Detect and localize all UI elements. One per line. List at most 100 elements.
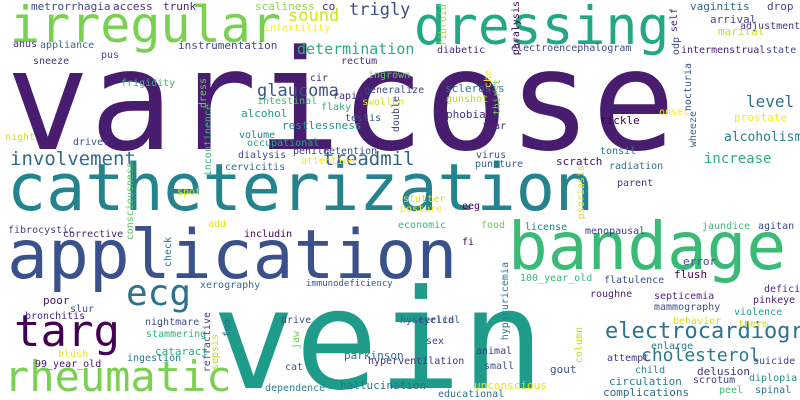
cloud-word: ingestion [127,353,182,364]
cloud-word: dialysis [238,150,287,161]
cloud-word: license [525,222,568,233]
cloud-word: co [322,0,336,13]
cloud-word: hyperventilation [368,356,465,367]
cloud-word: agitan [758,221,795,232]
cloud-word: night [5,132,36,143]
cloud-word: occupational [247,138,320,149]
cloud-word: virus [476,150,507,161]
cloud-word: tonsil [600,146,637,157]
cloud-word: immunodeficiency [306,279,393,289]
cloud-word: marital [718,25,765,38]
cloud-word: posture [400,204,443,215]
cloud-word: animal [476,346,513,357]
cloud-word: therm [738,319,769,330]
cloud-word: poor [43,294,70,307]
cloud-word: ecg [126,273,192,314]
cloud-word: restlessness [282,119,362,132]
cloud-word: xerography [200,280,261,291]
cloud-word: pus [101,50,120,61]
cloud-word: violence [734,307,783,318]
cloud-word: volume [239,130,276,141]
cloud-word: peel [719,385,744,396]
cloud-word: hysterical [400,315,461,326]
cloud-word: jaundice [702,221,751,232]
cloud-word: spot [177,187,202,198]
cloud-word: phobia [446,108,486,121]
cloud-word: catheterization [7,151,594,226]
cloud-word: septicemia [654,291,715,302]
cloud-word: pinkeye [753,295,796,306]
cloud-word: state [766,45,797,56]
cloud-word: cervicitis [225,162,286,173]
cloud-word: column [574,327,585,364]
cloud-word: complications [603,386,690,399]
cloud-word: appliance [40,40,95,51]
cloud-word: driver [73,137,110,148]
cloud-word: stutter [403,194,446,205]
cloud-word: blush [58,349,89,360]
cloud-word: drive [281,315,312,326]
cloud-word: irregular [10,0,281,54]
cloud-word: fi [462,237,475,248]
cloud-word: small [484,361,515,372]
cloud-word: electroencephalogram [511,43,632,54]
cloud-word: targ [14,306,120,357]
cloud-word: increase [704,151,772,167]
cloud-word: metrorrhagia [31,0,111,13]
cloud-word: cir [310,73,329,84]
cloud-word: economic [398,220,447,231]
cloud-word: generalize [364,85,425,96]
cloud-word: flaky [321,102,352,113]
cloud-word: trigly [349,0,411,20]
cloud-word: anus [13,39,38,50]
cloud-word: application [7,216,458,295]
cloud-word: alcohol [241,107,288,120]
cloud-word: prostate [734,111,787,124]
cloud-word: scaliness [255,0,315,13]
cloud-word: self [669,8,680,33]
cloud-word: adjustment [740,21,800,32]
cloud-word: error [683,255,717,268]
cloud-word: intestinal [257,96,318,107]
cloud-word: vein [212,260,545,400]
cloud-word: behavior [673,316,722,327]
cloud-word: wheeze [688,111,699,148]
cloud-word: penile [293,146,330,157]
cloud-word: determination [297,40,415,58]
cloud-word: thirst [492,79,503,116]
cloud-word: foo [222,319,233,338]
cloud-word: sex [426,336,445,347]
cloud-word: varicose [6,20,676,182]
cloud-word: gout [550,363,577,376]
cloud-word: enlarge [651,341,694,352]
cloud-word: onset [659,107,690,118]
cloud-word: dressing [414,0,670,57]
cloud-word: vaginitis [690,0,750,13]
cloud-word: unconscious [474,379,547,392]
cloud-word: hyperuricemia [500,262,511,341]
cloud-word: double [391,96,402,133]
cloud-word: alcoholism [724,130,800,145]
cloud-word: electrocardiogram [605,319,800,344]
cloud-word: flush [674,268,708,281]
cloud-word: sclerosis [445,82,505,95]
cloud-word: treadmil [323,148,415,170]
cloud-word: flatulence [604,275,665,286]
cloud-word: sepsis [210,334,221,371]
cloud-word: parkinson [344,349,404,362]
cloud-word: attention [301,156,356,167]
cloud-word: radiation [609,161,664,172]
cloud-word: attempt [607,353,650,364]
cloud-word: arrival [710,13,757,26]
cloud-word: educational [438,389,505,400]
cloud-word: ingrown [368,70,411,81]
cloud-word: instrumentation [178,39,278,52]
cloud-word: fibrocystic [8,225,75,236]
cloud-word: add [208,219,227,230]
cloud-word: sound [288,6,340,26]
cloud-word: nightmare [145,317,200,328]
cloud-word: 99_year_old [35,359,102,370]
cloud-word: retention [323,146,378,157]
cloud-word: involvement [10,148,136,170]
